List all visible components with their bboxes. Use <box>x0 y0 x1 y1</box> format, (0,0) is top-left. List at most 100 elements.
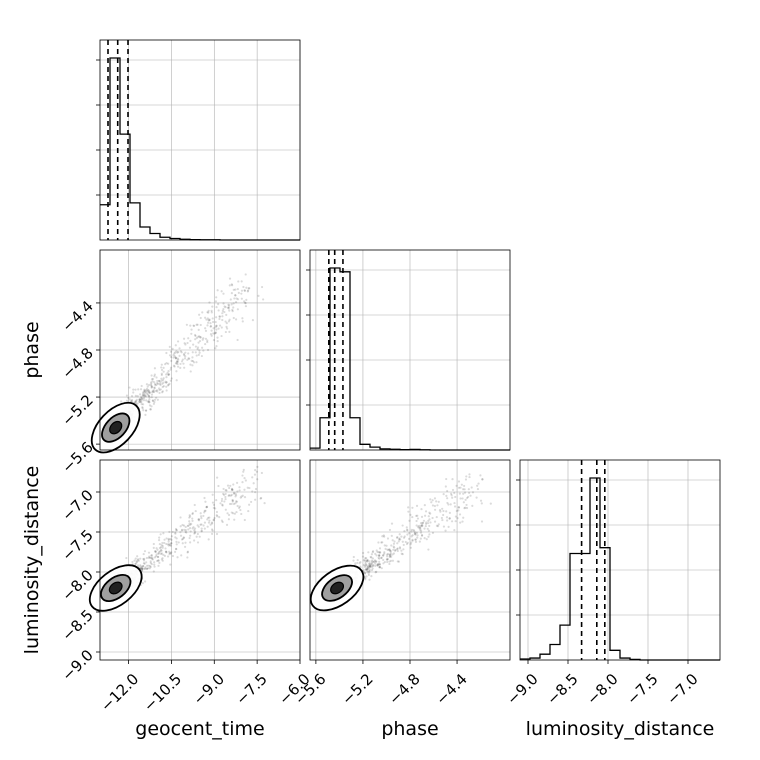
sample-point <box>220 519 224 522</box>
sample-point <box>477 482 480 485</box>
sample-point <box>254 469 257 472</box>
sample-point <box>181 358 184 361</box>
sample-point <box>463 484 466 488</box>
sample-point <box>391 539 394 542</box>
sample-point <box>158 391 161 395</box>
sample-point <box>229 494 232 497</box>
sample-point <box>187 524 190 527</box>
sample-point <box>151 380 154 383</box>
sample-point <box>386 560 389 564</box>
sample-point <box>243 488 246 491</box>
sample-point <box>232 491 236 494</box>
sample-point <box>190 522 193 525</box>
sample-point <box>222 487 225 491</box>
sample-point <box>130 400 133 403</box>
sample-point <box>206 311 209 314</box>
sample-point <box>189 541 192 544</box>
sample-point <box>197 341 200 344</box>
sample-point <box>175 362 178 365</box>
sample-point <box>419 526 422 530</box>
sample-point <box>153 382 157 386</box>
sample-point <box>170 551 173 554</box>
sample-point <box>142 552 145 556</box>
sample-point <box>367 572 370 575</box>
sample-point <box>400 535 403 538</box>
sample-point <box>218 324 222 327</box>
sample-point <box>167 540 170 543</box>
sample-point <box>417 525 420 528</box>
sample-point <box>402 536 406 539</box>
y-tick-label-phase: −5.2 <box>58 391 96 429</box>
sample-point <box>245 286 248 289</box>
sample-point <box>423 514 427 517</box>
grid-2d-phase-luminosity-distance <box>310 460 510 660</box>
sample-point <box>208 301 211 304</box>
sample-point <box>414 538 417 541</box>
quantile-lines-luminosity-distance <box>580 460 606 660</box>
sample-point <box>418 540 421 543</box>
sample-point <box>232 502 236 506</box>
sample-point <box>468 473 471 476</box>
sample-point <box>150 378 154 381</box>
sample-point <box>190 359 193 362</box>
sample-point <box>388 555 392 558</box>
sample-point <box>191 519 194 522</box>
sample-point <box>125 556 128 560</box>
sample-point <box>147 395 150 398</box>
sample-point <box>197 518 200 521</box>
contour-core <box>109 420 123 435</box>
sample-point <box>160 368 164 372</box>
sample-point <box>194 351 197 354</box>
sample-point <box>229 298 232 301</box>
sample-point <box>141 393 145 396</box>
sample-point <box>228 330 231 333</box>
sample-point <box>154 550 157 554</box>
sample-point <box>236 504 239 508</box>
sample-point <box>262 298 265 301</box>
sample-point <box>439 510 442 513</box>
sample-point <box>132 388 135 391</box>
sample-point <box>383 552 386 555</box>
sample-point <box>204 509 207 512</box>
sample-point <box>170 542 173 545</box>
sample-point <box>161 557 164 560</box>
sample-point <box>435 524 439 527</box>
sample-point <box>157 555 160 559</box>
sample-point <box>167 370 170 373</box>
sample-point <box>253 473 257 476</box>
sample-point <box>150 386 153 389</box>
sample-point <box>378 551 381 554</box>
sample-point <box>186 524 189 528</box>
sample-point <box>190 332 193 335</box>
sample-point <box>154 389 157 393</box>
yticks-hist-geocent-time <box>96 59 100 196</box>
sample-point <box>383 535 386 538</box>
sample-point <box>416 536 419 539</box>
sample-point <box>257 294 260 297</box>
sample-point <box>366 559 370 562</box>
sample-point <box>410 535 413 538</box>
sample-point <box>188 346 192 349</box>
sample-point <box>203 509 206 513</box>
sample-point <box>367 573 371 577</box>
sample-point <box>415 524 418 527</box>
sample-point <box>448 517 451 520</box>
y-tick-label-phase: −4.4 <box>58 297 96 335</box>
sample-point <box>179 525 182 528</box>
sample-point <box>479 474 482 477</box>
sample-point <box>174 356 177 359</box>
sample-point <box>365 564 368 567</box>
sample-point <box>453 505 457 508</box>
sample-point <box>180 360 184 363</box>
sample-point <box>199 512 202 515</box>
sample-point <box>394 549 397 552</box>
sample-point <box>162 366 165 369</box>
sample-point <box>158 379 161 383</box>
sample-point <box>238 505 241 508</box>
sample-point <box>185 531 188 534</box>
sample-point <box>228 318 231 321</box>
sample-point <box>207 538 210 541</box>
sample-point <box>159 546 163 549</box>
sample-point <box>155 376 158 379</box>
sample-point <box>168 354 172 357</box>
